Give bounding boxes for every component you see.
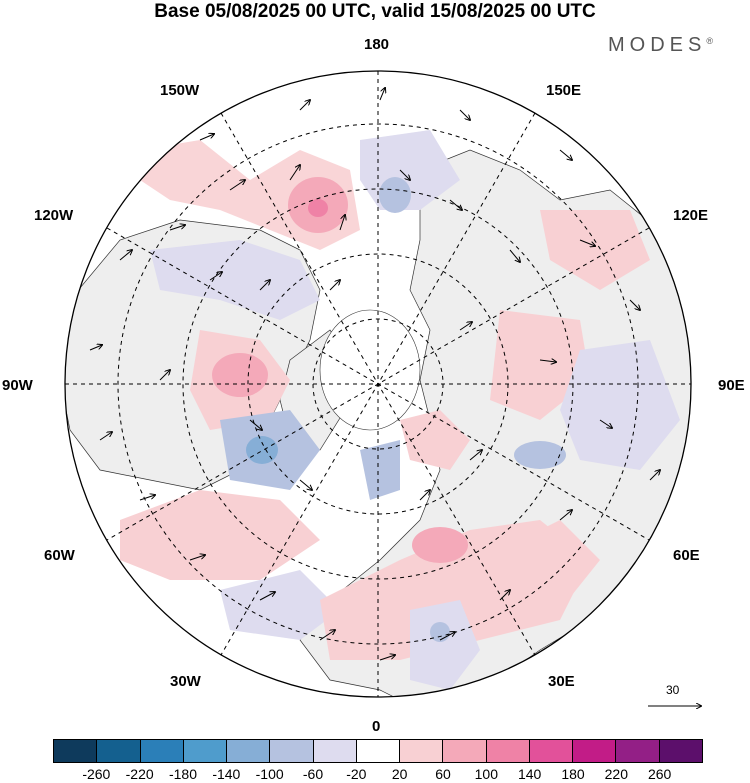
colorbar-segment xyxy=(616,740,660,762)
colorbar-segment xyxy=(227,740,271,762)
lon-label-30e: 30E xyxy=(548,673,575,690)
anomaly-positive-east-asia xyxy=(540,210,650,290)
colorbar-segment xyxy=(97,740,141,762)
anomaly-negative-arctic xyxy=(360,440,400,500)
colorbar-tick-label: -140 xyxy=(212,766,241,782)
lon-label-180: 180 xyxy=(364,36,390,53)
colorbar-segment xyxy=(400,740,444,762)
map-title: Base 05/08/2025 00 UTC, valid 15/08/2025… xyxy=(154,1,596,22)
colorbar-segment xyxy=(270,740,314,762)
anomaly-negative-mediterranean xyxy=(410,600,480,690)
colorbar-segment xyxy=(313,740,357,762)
colorbar-segment xyxy=(659,740,702,762)
lon-label-120w: 120W xyxy=(34,207,74,224)
colorbar-segment xyxy=(356,740,401,762)
colorbar-tick-label: -260 xyxy=(82,766,111,782)
lon-label-120e: 120E xyxy=(673,207,709,224)
colorbar-tick-label: -220 xyxy=(125,766,154,782)
anomaly-negative-atlantic xyxy=(220,570,340,640)
anomaly-positive-atlantic xyxy=(120,490,320,580)
colorbar-segment xyxy=(486,740,530,762)
anomaly-positive-asia-south xyxy=(480,520,600,610)
map-content xyxy=(65,71,691,697)
anomaly-positive-scandinavia xyxy=(400,410,470,470)
colorbar-tick-label: 20 xyxy=(391,766,408,782)
colorbar-tick-label: -180 xyxy=(168,766,198,782)
anomaly-positive-siberia xyxy=(490,310,590,420)
colorbar-tick-label: 100 xyxy=(474,766,499,782)
colorbar-segment xyxy=(529,740,574,762)
colorbar-tick-label: 260 xyxy=(647,766,672,782)
colorbar-segment xyxy=(140,740,184,762)
anomaly-negative-central-asia xyxy=(560,340,680,470)
map-border xyxy=(64,70,692,698)
lon-label-90e: 90E xyxy=(718,377,745,394)
meridian-lines xyxy=(65,71,691,697)
lon-label-150w: 150W xyxy=(160,82,200,99)
lon-label-0: 0 xyxy=(372,718,381,735)
colorbar-tick-label: 140 xyxy=(517,766,542,782)
lon-label-30w: 30W xyxy=(170,673,201,690)
colorbar xyxy=(53,739,703,763)
wind-vectors xyxy=(89,88,660,661)
lon-label-60w: 60W xyxy=(44,547,75,564)
colorbar-tick-label: -60 xyxy=(302,766,324,782)
lon-label-60e: 60E xyxy=(673,547,700,564)
colorbar-segment xyxy=(573,740,617,762)
colorbar-labels: -260 -220 -180 -140 -100 -60 -20 20 60 100 140 180 2… xyxy=(0,766,750,783)
modes-logo: MODES® xyxy=(608,34,713,56)
colorbar-segment xyxy=(54,740,98,762)
colorbar-tick-label: -20 xyxy=(346,766,367,782)
reference-vector-label: 30 xyxy=(666,683,680,697)
colorbar-tick-label: 220 xyxy=(604,766,629,782)
colorbar-segment xyxy=(183,740,228,762)
lon-label-150e: 150E xyxy=(546,82,582,99)
colorbar-tick-label: 60 xyxy=(435,766,451,782)
colorbar-segment xyxy=(443,740,487,762)
lon-label-90w: 90W xyxy=(2,377,33,394)
colorbar-tick-label: 180 xyxy=(561,766,585,782)
anomaly-shading xyxy=(120,130,680,690)
colorbar-tick-label: -100 xyxy=(255,766,284,782)
anomaly-negative-canada xyxy=(150,240,320,320)
